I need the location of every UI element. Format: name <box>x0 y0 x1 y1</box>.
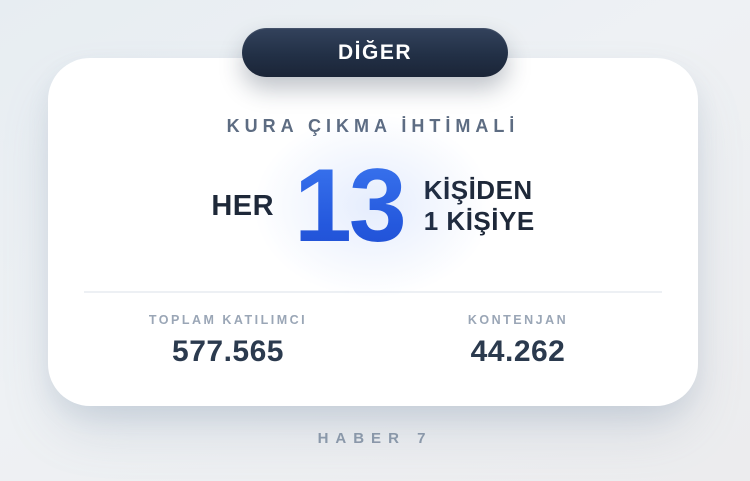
stats-row: TOPLAM KATILIMCI 577.565 KONTENJAN 44.26… <box>48 313 698 369</box>
stat-label: TOPLAM KATILIMCI <box>148 313 308 327</box>
odds-number: 13 <box>294 147 407 264</box>
stat-label: KONTENJAN <box>467 313 569 327</box>
stat-quota: KONTENJAN 44.262 <box>373 313 663 369</box>
category-badge[interactable]: DİĞER <box>242 28 508 77</box>
lottery-odds-card: KURA ÇIKMA İHTİMALİ HER 13 KİŞİDEN 1 KİŞ… <box>48 58 698 406</box>
brand-watermark: HABER 7 <box>317 430 433 447</box>
odds-suffix-line1: KİŞİDEN <box>423 175 533 206</box>
odds-ratio-row: HER 13 KİŞİDEN 1 KİŞİYE <box>211 106 535 306</box>
divider <box>84 291 662 293</box>
stat-total-participants: TOPLAM KATILIMCI 577.565 <box>83 313 373 369</box>
odds-suffix: KİŞİDEN 1 KİŞİYE <box>424 175 535 236</box>
odds-suffix-line2: 1 KİŞİYE <box>423 206 535 236</box>
odds-prefix: HER <box>211 189 275 222</box>
stat-value: 44.262 <box>470 335 566 368</box>
stat-value: 577.565 <box>172 335 284 368</box>
category-badge-label: DİĞER <box>337 40 412 64</box>
card-title: KURA ÇIKMA İHTİMALİ <box>226 116 520 136</box>
